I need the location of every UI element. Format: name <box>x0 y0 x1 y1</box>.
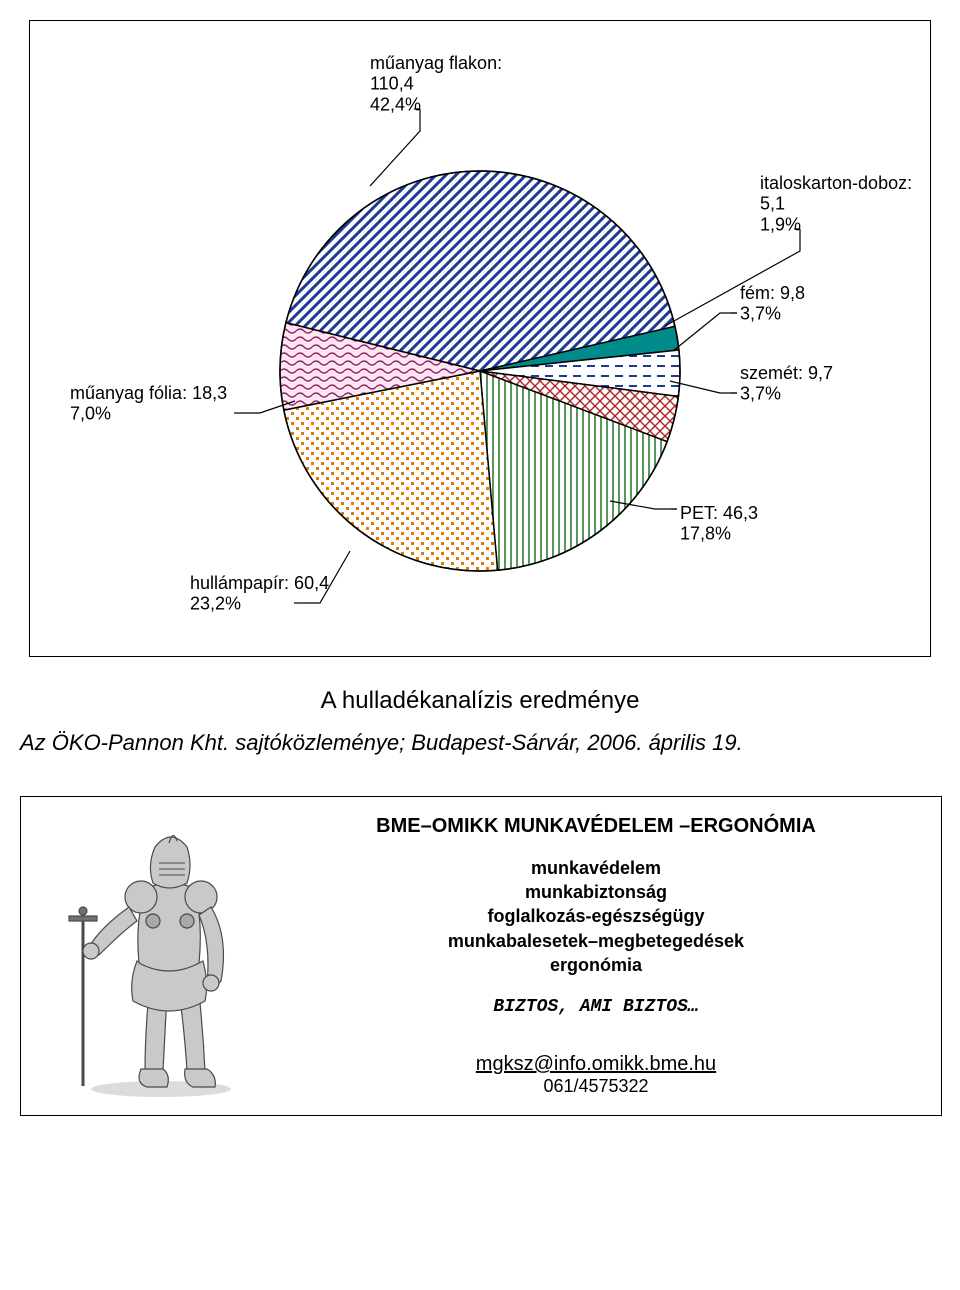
knight-illustration <box>41 811 261 1101</box>
ad-container: BME–OMIKK MUNKAVÉDELEM –ERGONÓMIA munkav… <box>20 796 942 1116</box>
ad-topic: munkavédelem <box>271 856 921 880</box>
slice-label-muanyag_flakon: műanyag flakon:110,442,4% <box>370 53 502 114</box>
chart-source: Az ÖKO-Pannon Kht. sajtóközleménye; Buda… <box>20 730 940 756</box>
slice-label-pet: PET: 46,317,8% <box>680 503 758 544</box>
slice-label-szemet: szemét: 9,73,7% <box>740 363 833 404</box>
ad-topic-list: munkavédelem munkabiztonság foglalkozás-… <box>271 856 921 977</box>
ad-topic: munkabiztonság <box>271 880 921 904</box>
ad-topic: munkabalesetek–megbetegedések <box>271 929 921 953</box>
slice-label-muanyag_folia: műanyag fólia: 18,37,0% <box>70 383 227 424</box>
ad-tagline: BIZTOS, AMI BIZTOS… <box>271 997 921 1017</box>
leader-fem <box>673 313 737 351</box>
slice-label-fem: fém: 9,83,7% <box>740 283 805 324</box>
ad-text-block: BME–OMIKK MUNKAVÉDELEM –ERGONÓMIA munkav… <box>271 815 921 1097</box>
ad-email: mgksz@info.omikk.bme.hu <box>271 1053 921 1076</box>
ad-phone: 061/4575322 <box>271 1076 921 1097</box>
slice-label-hullampapir: hullámpapír: 60,423,2% <box>190 573 329 614</box>
ad-heading: BME–OMIKK MUNKAVÉDELEM –ERGONÓMIA <box>271 815 921 838</box>
leader-muanyag_flakon <box>370 109 420 186</box>
pie-chart-svg: műanyag flakon:110,442,4% italoskarton-do… <box>40 31 920 641</box>
ad-topic: ergonómia <box>271 953 921 977</box>
ad-topic: foglalkozás-egészségügy <box>271 904 921 928</box>
chart-title: A hulladékanalízis eredménye <box>20 687 940 715</box>
pie-chart-container: műanyag flakon:110,442,4% italoskarton-do… <box>29 20 931 657</box>
slice-label-italoskarton: italoskarton-doboz:5,11,9% <box>760 173 912 234</box>
